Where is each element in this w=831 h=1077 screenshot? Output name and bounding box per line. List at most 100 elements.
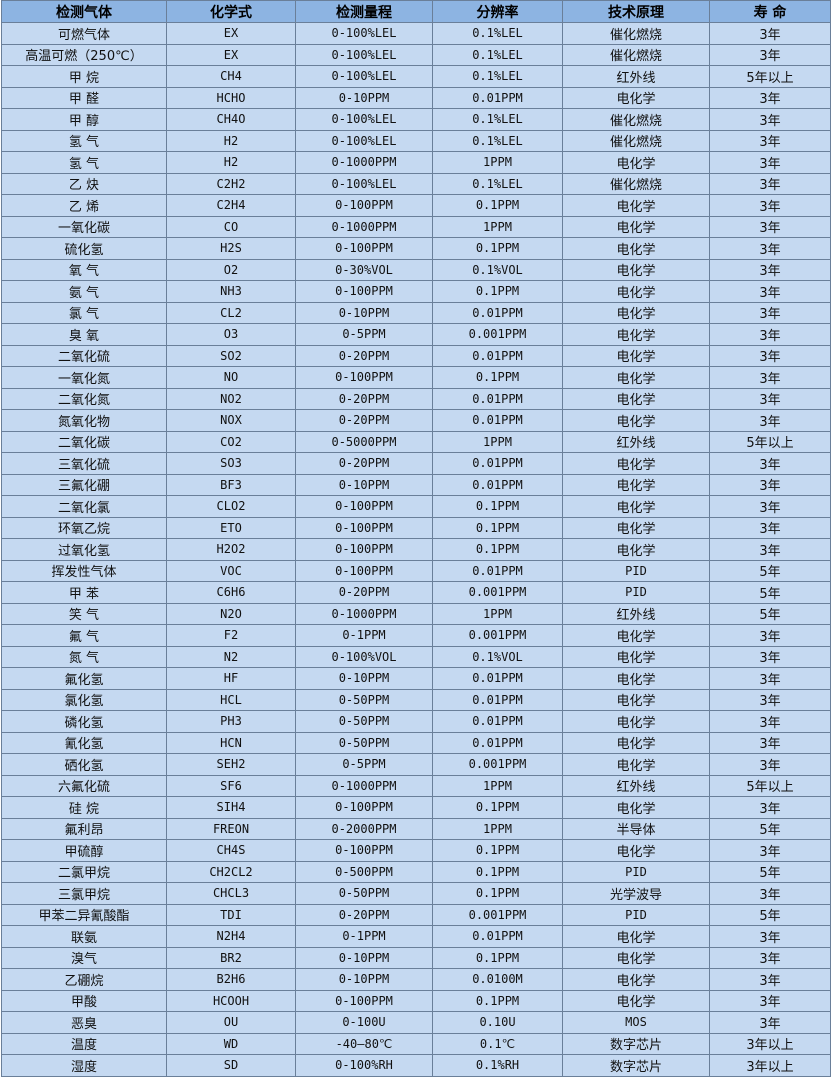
table-row: 笑 气 N2O 0-1000PPM 1PPM 红外线 5年	[1, 602, 831, 625]
formula-cell: BF3	[166, 473, 296, 496]
lifespan-cell: 5年	[709, 559, 831, 582]
principle-cell: PID	[562, 860, 710, 883]
principle-cell: 电化学	[562, 473, 710, 496]
gas-cell: 氮 气	[1, 645, 167, 668]
resolution-cell: 0.01PPM	[432, 387, 563, 410]
range-cell: 0-100PPM	[295, 989, 433, 1012]
formula-cell: O2	[166, 258, 296, 281]
lifespan-cell: 3年	[709, 731, 831, 754]
formula-cell: SO2	[166, 344, 296, 367]
principle-cell: 电化学	[562, 387, 710, 410]
lifespan-cell: 5年	[709, 817, 831, 840]
resolution-cell: 0.1PPM	[432, 796, 563, 819]
principle-cell: 电化学	[562, 968, 710, 991]
resolution-cell: 0.001PPM	[432, 581, 563, 604]
resolution-cell: 0.001PPM	[432, 624, 563, 647]
principle-cell: 电化学	[562, 624, 710, 647]
gas-cell: 六氟化硫	[1, 774, 167, 797]
principle-cell: 催化燃烧	[562, 129, 710, 152]
gas-cell: 氯化氢	[1, 688, 167, 711]
range-cell: 0-10PPM	[295, 946, 433, 969]
resolution-cell: 0.1%LEL	[432, 172, 563, 195]
resolution-cell: 0.1PPM	[432, 237, 563, 260]
resolution-cell: 0.1%LEL	[432, 129, 563, 152]
resolution-cell: 0.01PPM	[432, 86, 563, 109]
resolution-cell: 1PPM	[432, 430, 563, 453]
formula-cell: ETO	[166, 516, 296, 539]
formula-cell: HCN	[166, 731, 296, 754]
lifespan-cell: 3年	[709, 989, 831, 1012]
principle-cell: 电化学	[562, 323, 710, 346]
formula-cell: N2O	[166, 602, 296, 625]
lifespan-cell: 3年	[709, 129, 831, 152]
gas-cell: 二氧化氯	[1, 495, 167, 518]
range-cell: 0-50PPM	[295, 688, 433, 711]
gas-cell: 溴气	[1, 946, 167, 969]
principle-cell: 光学波导	[562, 882, 710, 905]
table-row: 乙 烯 C2H4 0-100PPM 0.1PPM 电化学 3年	[1, 194, 831, 217]
table-row: 甲 醇 CH4O 0-100%LEL 0.1%LEL 催化燃烧 3年	[1, 108, 831, 131]
lifespan-cell: 3年	[709, 946, 831, 969]
gas-cell: 二氯甲烷	[1, 860, 167, 883]
range-cell: 0-50PPM	[295, 710, 433, 733]
range-cell: 0-20PPM	[295, 344, 433, 367]
table-row: 恶臭 OU 0-100U 0.10U MOS 3年	[1, 1011, 831, 1034]
range-cell: 0-100PPM	[295, 559, 433, 582]
table-row: 氧 气 O2 0-30%VOL 0.1%VOL 电化学 3年	[1, 258, 831, 281]
table-row: 氟化氢 HF 0-10PPM 0.01PPM 电化学 3年	[1, 667, 831, 690]
formula-cell: TDI	[166, 903, 296, 926]
range-cell: 0-20PPM	[295, 581, 433, 604]
resolution-cell: 0.01PPM	[432, 409, 563, 432]
gas-cell: 氟利昂	[1, 817, 167, 840]
table-row: 甲 苯 C6H6 0-20PPM 0.001PPM PID 5年	[1, 581, 831, 604]
range-cell: 0-100%LEL	[295, 172, 433, 195]
resolution-cell: 1PPM	[432, 774, 563, 797]
principle-cell: 电化学	[562, 645, 710, 668]
formula-cell: CH4S	[166, 839, 296, 862]
table-row: 硒化氢 SEH2 0-5PPM 0.001PPM 电化学 3年	[1, 753, 831, 776]
principle-cell: 红外线	[562, 430, 710, 453]
lifespan-cell: 3年	[709, 667, 831, 690]
formula-cell: VOC	[166, 559, 296, 582]
resolution-cell: 0.01PPM	[432, 731, 563, 754]
resolution-cell: 0.01PPM	[432, 688, 563, 711]
principle-cell: 红外线	[562, 602, 710, 625]
formula-cell: H2	[166, 129, 296, 152]
header-resolution: 分辨率	[432, 0, 563, 23]
formula-cell: BR2	[166, 946, 296, 969]
table-row: 甲硫醇 CH4S 0-100PPM 0.1PPM 电化学 3年	[1, 839, 831, 862]
lifespan-cell: 3年	[709, 172, 831, 195]
resolution-cell: 0.1%LEL	[432, 108, 563, 131]
gas-cell: 乙 炔	[1, 172, 167, 195]
table-row: 磷化氢 PH3 0-50PPM 0.01PPM 电化学 3年	[1, 710, 831, 733]
principle-cell: 电化学	[562, 516, 710, 539]
gas-cell: 恶臭	[1, 1011, 167, 1034]
formula-cell: SO3	[166, 452, 296, 475]
table-row: 六氟化硫 SF6 0-1000PPM 1PPM 红外线 5年以上	[1, 774, 831, 797]
lifespan-cell: 3年	[709, 1011, 831, 1034]
formula-cell: HCL	[166, 688, 296, 711]
formula-cell: HCHO	[166, 86, 296, 109]
formula-cell: CH2CL2	[166, 860, 296, 883]
table-row: 甲酸 HCOOH 0-100PPM 0.1PPM 电化学 3年	[1, 989, 831, 1012]
lifespan-cell: 5年	[709, 602, 831, 625]
range-cell: 0-20PPM	[295, 452, 433, 475]
lifespan-cell: 3年	[709, 753, 831, 776]
gas-cell: 联氨	[1, 925, 167, 948]
formula-cell: H2	[166, 151, 296, 174]
table-row: 三氟化硼 BF3 0-10PPM 0.01PPM 电化学 3年	[1, 473, 831, 496]
formula-cell: CH4	[166, 65, 296, 88]
formula-cell: NO	[166, 366, 296, 389]
resolution-cell: 0.1℃	[432, 1032, 563, 1055]
formula-cell: N2	[166, 645, 296, 668]
principle-cell: 红外线	[562, 774, 710, 797]
table-row: 氢 气 H2 0-1000PPM 1PPM 电化学 3年	[1, 151, 831, 174]
table-row: 臭 氧 O3 0-5PPM 0.001PPM 电化学 3年	[1, 323, 831, 346]
lifespan-cell: 3年	[709, 796, 831, 819]
lifespan-cell: 3年	[709, 301, 831, 324]
gas-cell: 甲酸	[1, 989, 167, 1012]
lifespan-cell: 3年	[709, 624, 831, 647]
formula-cell: NH3	[166, 280, 296, 303]
lifespan-cell: 3年以上	[709, 1032, 831, 1055]
gas-cell: 硒化氢	[1, 753, 167, 776]
